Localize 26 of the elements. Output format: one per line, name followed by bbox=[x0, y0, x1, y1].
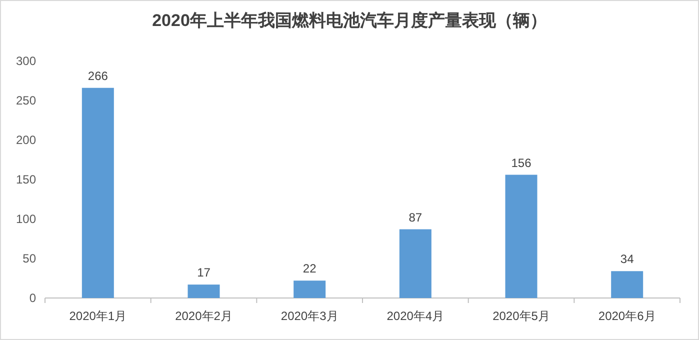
data-label: 22 bbox=[302, 262, 317, 276]
y-tick-label: 50 bbox=[22, 252, 36, 266]
data-label: 87 bbox=[408, 210, 422, 224]
bar bbox=[188, 284, 220, 298]
x-tick-label: 2020年2月 bbox=[175, 309, 232, 323]
x-tick-label: 2020年5月 bbox=[492, 309, 550, 323]
y-tick-label: 150 bbox=[16, 172, 36, 186]
y-tick-label: 200 bbox=[16, 133, 36, 147]
data-label: 34 bbox=[620, 252, 634, 266]
x-tick-label: 2020年3月 bbox=[280, 309, 338, 323]
data-label: 266 bbox=[88, 68, 108, 83]
x-tick-label: 2020年4月 bbox=[386, 309, 444, 323]
bar bbox=[505, 174, 538, 298]
bar bbox=[611, 271, 644, 298]
y-tick-label: 100 bbox=[16, 212, 36, 226]
bar bbox=[294, 280, 326, 298]
bar bbox=[82, 88, 114, 298]
data-label: 17 bbox=[197, 266, 211, 280]
bar bbox=[399, 229, 432, 298]
chart-title: 2020年上半年我国燃料电池汽车月度产量表现（辆） bbox=[152, 11, 547, 30]
x-tick-label: 2020年6月 bbox=[598, 309, 656, 323]
y-tick-label: 0 bbox=[29, 291, 36, 305]
y-tick-label: 300 bbox=[16, 54, 36, 68]
y-tick-label: 250 bbox=[16, 94, 36, 108]
data-label: 156 bbox=[511, 156, 532, 170]
x-tick-label: 2020年1月 bbox=[69, 309, 127, 323]
